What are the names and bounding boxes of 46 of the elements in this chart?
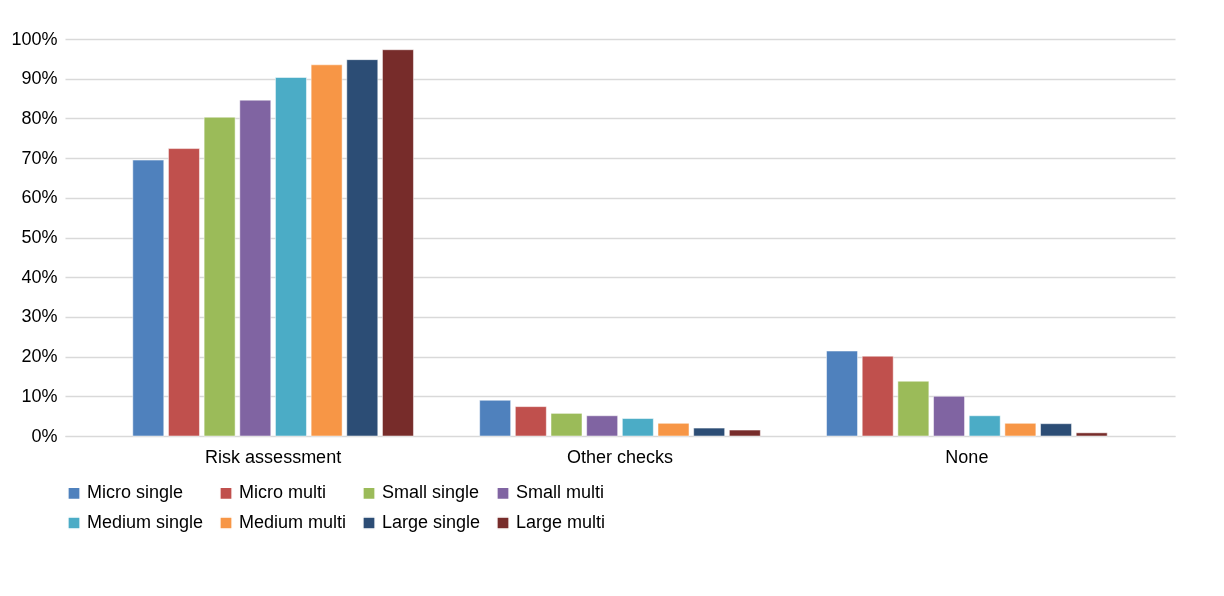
bar: [310, 64, 343, 437]
y-tick-label: 40%: [21, 266, 58, 287]
legend-label: Micro single: [87, 482, 184, 503]
bar: [968, 415, 1001, 437]
legend-label: Medium multi: [239, 512, 347, 532]
bar: [1075, 432, 1108, 437]
bar: [550, 413, 583, 437]
bar: [275, 77, 307, 437]
bar: [203, 116, 236, 437]
bar: [346, 59, 379, 437]
bar: [382, 49, 414, 437]
bar: [515, 406, 547, 437]
bar: [657, 423, 690, 437]
legend-label: Large multi: [516, 512, 606, 532]
bar: [586, 415, 618, 437]
legend-label: Large single: [382, 512, 481, 532]
y-tick-label: 30%: [21, 306, 58, 327]
bar: [132, 159, 165, 437]
y-tick-label: 80%: [21, 107, 58, 128]
y-tick-label: 0%: [31, 425, 58, 446]
x-tick-label: Other checks: [566, 446, 674, 467]
y-tick-label: 10%: [21, 385, 58, 406]
bar: [861, 355, 894, 437]
x-tick-label: None: [945, 446, 989, 467]
bar: [479, 400, 511, 437]
bar: [693, 427, 725, 437]
bar: [729, 429, 761, 437]
y-tick-label: 90%: [21, 68, 58, 89]
bar: [622, 418, 654, 437]
y-tick-label: 100%: [11, 28, 58, 49]
y-tick-label: 20%: [21, 346, 58, 367]
x-tick-label: Risk assessment: [205, 446, 342, 467]
bar: [933, 396, 965, 437]
bar: [1004, 423, 1037, 437]
legend-label: Small single: [382, 482, 480, 503]
legend-label: Medium single: [87, 512, 204, 532]
bar: [1040, 423, 1072, 437]
y-tick-label: 70%: [21, 147, 58, 168]
bar: [826, 350, 858, 437]
bar: [897, 380, 930, 437]
legend-label: Small multi: [516, 482, 605, 503]
bar: [239, 99, 272, 437]
bar: [168, 148, 200, 437]
y-tick-label: 60%: [21, 187, 58, 208]
y-tick-label: 50%: [21, 227, 58, 247]
legend-label: Micro multi: [239, 482, 327, 503]
